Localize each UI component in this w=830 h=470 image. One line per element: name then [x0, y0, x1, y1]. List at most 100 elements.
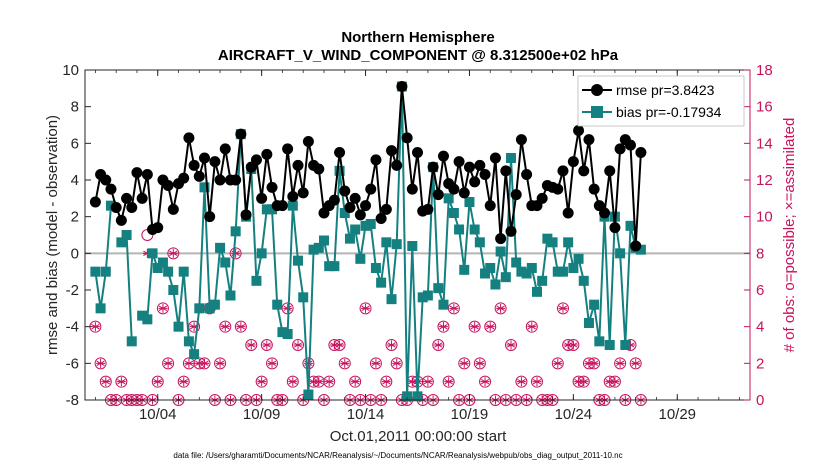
rmse-point: [521, 169, 533, 180]
bias-point: [230, 226, 241, 237]
rmse-point: [136, 192, 148, 204]
legend-rmse-label: rmse pr=3.8423: [616, 82, 715, 98]
obs-possible-point: [551, 357, 564, 370]
bias-point: [142, 314, 153, 325]
rmse-point: [188, 159, 200, 171]
bias-point: [604, 340, 615, 350]
rmse-point: [297, 187, 309, 199]
obs-possible-point: [473, 357, 486, 370]
obs-assimilated-point: [631, 358, 641, 368]
obs-assimilated-point: [116, 377, 126, 387]
legend: rmse pr=3.8423 bias pr=-0.17934: [577, 75, 745, 127]
x-axis: 10/04 10/09 10/14 10/19 10/24 10/29: [94, 70, 741, 423]
bias-point: [433, 283, 444, 294]
rmse-point: [386, 145, 398, 157]
rmse-point: [121, 192, 133, 204]
rmse-point: [474, 159, 486, 171]
obs-assimilated-point: [257, 377, 267, 387]
rmse-point: [250, 154, 262, 166]
obs-assimilated-point: [142, 248, 152, 258]
bias-point: [344, 233, 355, 244]
obs-possible-point: [219, 320, 232, 333]
bias-point: [506, 153, 517, 163]
obs-possible-point: [151, 375, 164, 388]
obs-assimilated-point: [449, 303, 459, 313]
obs-possible-point: [115, 375, 128, 388]
obs-assimilated-point: [563, 340, 573, 350]
rmse-series-group: [89, 81, 647, 252]
rmse-point: [204, 211, 216, 223]
bias-point: [152, 263, 163, 273]
rmse-point: [458, 187, 470, 199]
obs-assimilated-point: [158, 303, 168, 313]
obs-assimilated-point: [438, 322, 448, 332]
bias-point: [557, 266, 568, 277]
rmse-point: [437, 150, 449, 162]
obs-assimilated-point: [329, 340, 339, 350]
rmse-point: [334, 147, 346, 158]
x-tick-label: 10/09: [243, 406, 281, 423]
obs-assimilated-point: [459, 358, 469, 368]
rmse-point: [178, 172, 190, 184]
bias-point: [209, 299, 220, 310]
rmse-point: [131, 167, 143, 179]
obs-assimilated-point: [350, 377, 360, 387]
rmse-point: [100, 174, 112, 186]
obs-assimilated-point: [485, 322, 495, 332]
obs-possible-point: [167, 247, 180, 260]
rmse-point: [302, 136, 314, 147]
left-y-tick-label: 8: [71, 99, 79, 116]
bias-line: [94, 85, 642, 398]
rmse-point: [266, 181, 278, 193]
x-axis-label: Oct.01,2011 00:00:00 start: [330, 428, 507, 445]
rmse-point: [432, 189, 444, 201]
bias-point: [287, 200, 298, 211]
obs-assimilated-point: [101, 377, 111, 387]
left-y-tick-label: -8: [66, 392, 79, 409]
bias-point: [531, 286, 542, 297]
rmse-point: [412, 147, 423, 158]
obs-assimilated-point: [626, 340, 636, 350]
rmse-point: [599, 207, 611, 219]
left-y-tick-label: 0: [71, 245, 79, 262]
obs-assimilated-point: [579, 377, 589, 387]
obs-possible-point: [556, 302, 569, 315]
rmse-point: [536, 192, 548, 204]
right-y-tick-label: 0: [756, 392, 764, 409]
bias-point: [443, 193, 454, 204]
legend-rmse-marker: [591, 84, 603, 96]
bias-point: [578, 275, 589, 286]
rmse-point: [292, 159, 304, 171]
rmse-point: [401, 132, 413, 144]
obs-possible-point: [614, 357, 627, 370]
x-tick-label: 10/14: [347, 406, 385, 423]
bias-point: [490, 279, 501, 290]
obs-possible-point: [421, 375, 434, 388]
obs-possible-point: [380, 375, 393, 388]
obs-assimilated-point: [163, 358, 173, 368]
obs-possible-point: [369, 357, 382, 370]
obs-possible-point: [156, 302, 169, 315]
obs-count-group: [89, 229, 647, 406]
rmse-point: [183, 132, 195, 144]
obs-assimilated-point: [262, 340, 272, 350]
rmse-point: [583, 134, 595, 146]
obs-possible-point: [468, 320, 481, 333]
obs-possible-point: [494, 302, 507, 315]
obs-possible-point: [260, 339, 273, 351]
bias-point: [137, 310, 148, 321]
rmse-point: [406, 183, 418, 195]
obs-assimilated-point: [527, 322, 537, 332]
rmse-point: [162, 180, 174, 191]
rmse-point: [578, 165, 590, 177]
rmse-point: [489, 152, 501, 164]
obs-possible-point: [458, 357, 471, 370]
rmse-point: [380, 203, 392, 215]
bias-point: [464, 197, 475, 207]
rmse-point: [89, 196, 101, 208]
bias-point: [204, 303, 215, 314]
right-y-tick-label: 10: [756, 209, 773, 226]
obs-assimilated-point: [381, 377, 391, 387]
obs-assimilated-point: [470, 322, 480, 332]
bias-point: [147, 248, 158, 259]
